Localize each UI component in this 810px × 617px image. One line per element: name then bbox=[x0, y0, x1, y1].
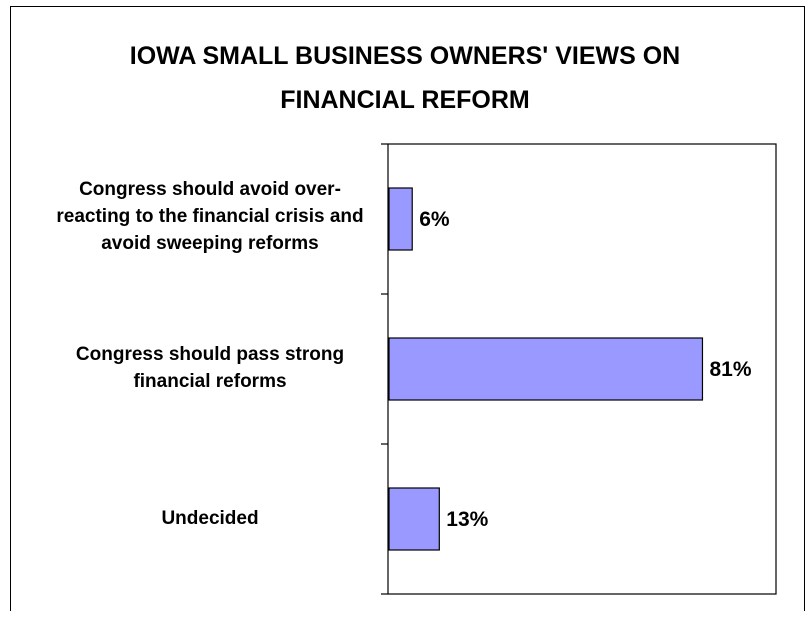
value-label-strong-reforms: 81% bbox=[709, 358, 751, 381]
chart-frame bbox=[10, 6, 805, 611]
bar-strong-reforms bbox=[388, 337, 704, 401]
value-label-undecided: 13% bbox=[446, 508, 488, 531]
value-labels: 6% 81% 13% bbox=[419, 208, 752, 531]
category-label-strong-reforms: Congress should pass strong financial re… bbox=[75, 344, 345, 392]
bars bbox=[388, 187, 704, 551]
category-label-undecided: Undecided bbox=[161, 508, 259, 529]
bar-avoid-reforms bbox=[388, 187, 413, 251]
chart-title: IOWA SMALL BUSINESS OWNERS' VIEWS ON FIN… bbox=[129, 42, 681, 114]
category-label-avoid-reforms: Congress should avoid over- reacting to … bbox=[56, 179, 364, 254]
axis-ticks bbox=[381, 143, 388, 595]
bar-undecided bbox=[388, 487, 440, 551]
value-label-avoid-reforms: 6% bbox=[419, 208, 450, 231]
